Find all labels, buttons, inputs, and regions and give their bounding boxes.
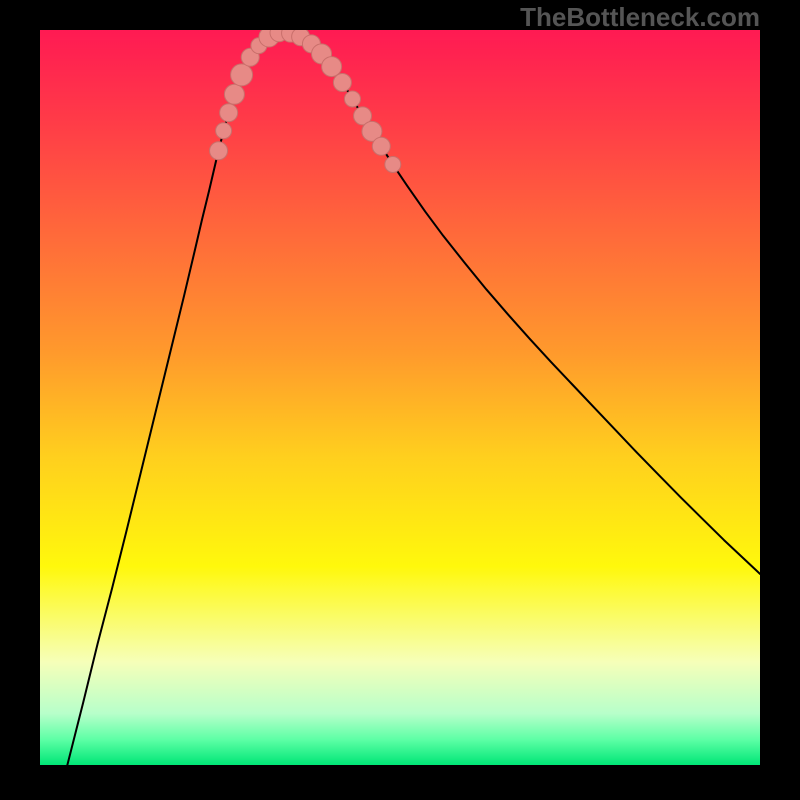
data-marker	[372, 137, 390, 155]
data-marker	[231, 64, 253, 86]
watermark-text: TheBottleneck.com	[520, 2, 760, 33]
plot-area	[40, 30, 760, 765]
data-marker	[220, 104, 238, 122]
gradient-background	[40, 30, 760, 765]
data-marker	[333, 74, 351, 92]
data-marker	[224, 84, 244, 104]
data-marker	[210, 142, 228, 160]
bottleneck-chart	[40, 30, 760, 765]
data-marker	[344, 91, 360, 107]
data-marker	[385, 156, 401, 172]
data-marker	[322, 57, 342, 77]
data-marker	[216, 123, 232, 139]
